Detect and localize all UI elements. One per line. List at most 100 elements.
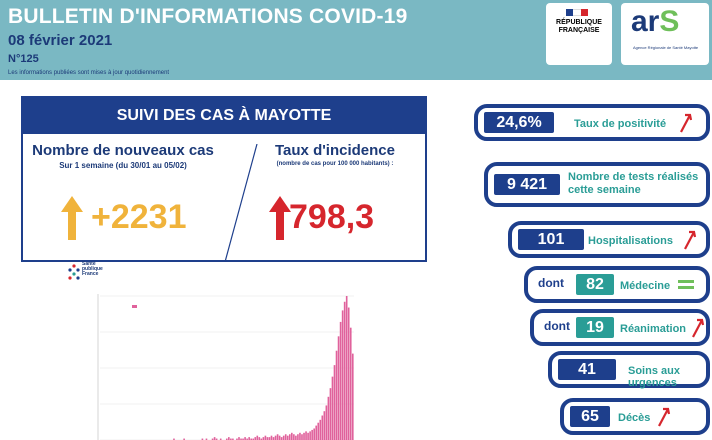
kpi-hospitalisations-label: Hospitalisations — [588, 235, 673, 247]
kpi-medecine-value: 82 — [576, 274, 614, 295]
chart-bar — [307, 432, 309, 440]
chart-bar — [219, 438, 222, 440]
chart-bar — [303, 432, 305, 440]
chart-bar — [295, 435, 297, 440]
chart-bar — [252, 438, 255, 440]
bulletin-date: 08 février 2021 — [8, 32, 113, 49]
chart-bar — [347, 307, 350, 440]
chart-gridlines — [100, 295, 354, 440]
chart-bar — [288, 434, 291, 440]
chart-bar — [213, 437, 216, 440]
chart-bar — [351, 353, 354, 440]
chart-bar — [282, 435, 285, 440]
chart-bar — [258, 437, 261, 440]
kpi-deces-label: Décès — [618, 412, 651, 424]
french-flag-icon — [566, 9, 588, 16]
spf-line2: publique — [82, 266, 103, 272]
chart-bar — [242, 438, 244, 440]
chart-bar — [228, 437, 230, 440]
chart-bar — [278, 435, 281, 440]
update-note: Les informations publiées sont mises à j… — [8, 70, 170, 76]
chart-bar — [311, 429, 313, 440]
cases-chart — [86, 288, 366, 440]
bulletin-title: BULLETIN D'INFORMATIONS COVID-19 — [8, 5, 408, 28]
kpi-reanimation-label: Réanimation — [620, 323, 687, 335]
chart-bar — [305, 431, 307, 440]
chart-bar — [173, 438, 175, 440]
chart-bar — [183, 438, 185, 440]
ars-logo-subtitle: Agence Régionale de Santé Mayotte — [633, 45, 699, 50]
chart-bar — [240, 438, 242, 440]
chart-bar — [329, 388, 332, 440]
kpi-positivity: 24,6% Taux de positivité — [474, 104, 710, 141]
chart-bar — [248, 437, 250, 440]
kpi-medecine-prefix: dont — [538, 276, 564, 290]
chart-bar — [319, 419, 322, 440]
new-cases-title: Nombre de nouveaux cas — [32, 142, 214, 159]
chart-bar — [301, 434, 303, 440]
chart-bar — [246, 438, 248, 440]
chart-bar — [337, 336, 340, 440]
chart-bar — [262, 437, 265, 440]
panel-divider — [224, 144, 258, 262]
sante-publique-france-logo: Santé publique France — [66, 261, 136, 285]
chart-bar — [201, 438, 204, 440]
chart-bar — [284, 434, 287, 440]
chart-bar — [323, 411, 326, 440]
kpi-urgences-value: 41 — [558, 359, 616, 380]
chart-bar — [291, 432, 293, 440]
incidence-value: 798,3 — [289, 198, 375, 236]
rf-line1: RÉPUBLIQUE — [556, 19, 602, 26]
chart-bar — [333, 365, 336, 440]
chart-bar — [339, 321, 342, 440]
chart-bar — [256, 435, 259, 440]
panel-title: SUIVI DES CAS À MAYOTTE — [23, 98, 425, 134]
chart-bar — [293, 434, 295, 440]
chart-bar — [280, 437, 283, 440]
chart-bar — [250, 438, 252, 440]
chart-bar — [270, 435, 273, 440]
kpi-hospitalisations-value: 101 — [518, 229, 584, 250]
kpi-reanimation: dont 19 Réanimation — [530, 309, 710, 346]
kpi-medecine-label: Médecine — [620, 280, 671, 292]
chart-bars — [173, 296, 354, 440]
kpi-urgences-label: Soins aux urgences — [628, 365, 680, 389]
spf-line3: France — [82, 271, 99, 277]
incidence-subtitle: (nombre de cas pour 100 000 habitants) : — [276, 161, 394, 167]
chart-bar — [254, 437, 257, 440]
hospitalisations-trend-up-icon — [684, 230, 697, 250]
chart-bar — [266, 437, 269, 440]
medecine-stable-icon — [678, 280, 694, 292]
chart-bar — [268, 437, 271, 440]
kpi-tests: 9 421 Nombre de tests réalisés cette sem… — [484, 162, 710, 207]
chart-bar — [343, 301, 346, 440]
kpi-positivity-label: Taux de positivité — [574, 118, 667, 130]
ars-logo-s: S — [659, 5, 680, 38]
incidence-up-arrow-icon — [269, 196, 291, 240]
chart-bar — [297, 434, 299, 440]
kpi-tests-label-line1: Nombre de tests réalisés — [568, 171, 699, 183]
chart-bar — [345, 296, 348, 440]
header-banner: BULLETIN D'INFORMATIONS COVID-19 08 févr… — [0, 0, 712, 80]
chart-bar — [309, 431, 311, 440]
spf-line1: Santé — [82, 261, 96, 267]
deces-trend-up-icon — [658, 407, 671, 427]
positivity-trend-up-icon — [680, 113, 693, 133]
kpi-deces-value: 65 — [570, 406, 610, 427]
chart-bar — [264, 435, 267, 440]
republique-francaise-logo: RÉPUBLIQUE FRANÇAISE — [546, 3, 612, 65]
chart-bar — [215, 438, 218, 440]
chart-bar — [276, 434, 279, 440]
kpi-urgences: 41 Soins aux urgences — [548, 351, 710, 389]
chart-bar — [315, 425, 318, 440]
kpi-medecine: dont 82 Médecine — [524, 266, 710, 303]
spf-dots-icon — [68, 264, 80, 280]
chart-bar — [313, 428, 315, 440]
incidence-title: Taux d'incidence — [275, 142, 395, 159]
chart-bar — [260, 438, 263, 440]
ars-logo: arS Agence Régionale de Santé Mayotte — [621, 3, 709, 65]
chart-bar — [244, 437, 246, 440]
chart-bar — [211, 438, 214, 440]
reanimation-trend-up-icon — [692, 318, 705, 338]
kpi-reanimation-value: 19 — [576, 317, 614, 338]
